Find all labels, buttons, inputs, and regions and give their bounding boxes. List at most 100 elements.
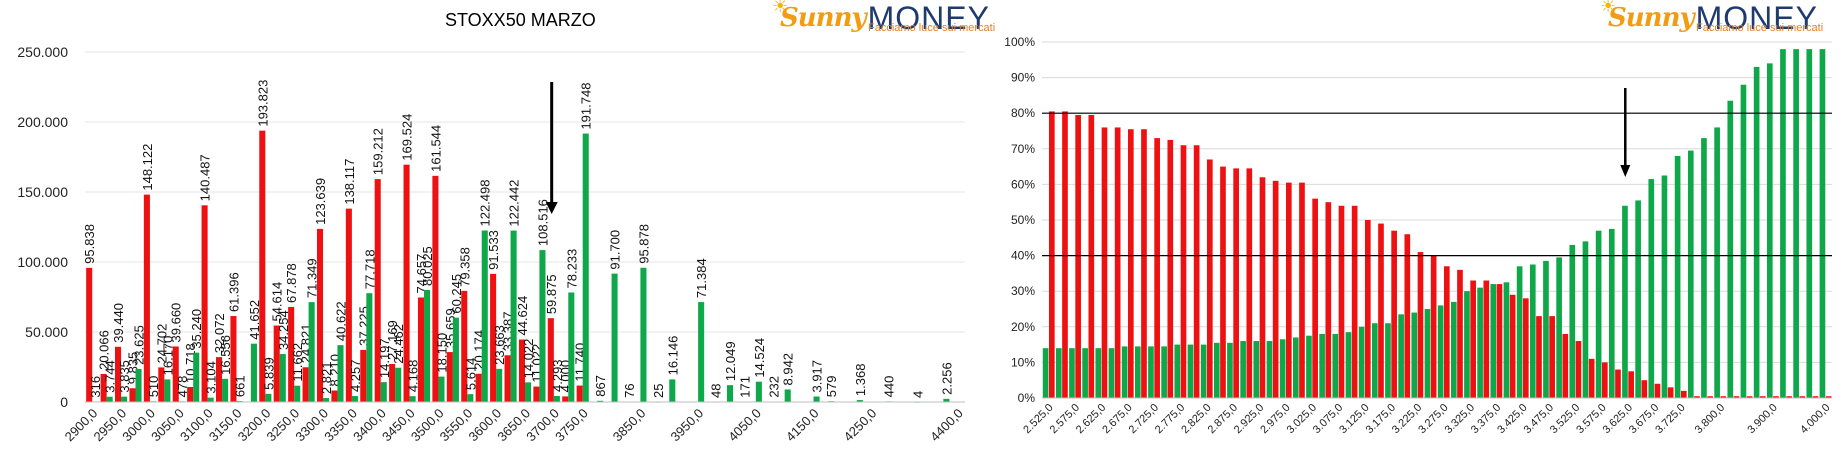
data-label: 123.639	[313, 178, 328, 225]
bar-put-oi	[302, 367, 309, 402]
data-label: 67.878	[284, 263, 299, 303]
bar-put-probability	[1312, 198, 1318, 398]
sun-icon: ☀	[1600, 0, 1617, 16]
bar-call-oi	[222, 378, 229, 402]
bar-call-probability	[1385, 323, 1391, 398]
bar-put-probability	[1509, 294, 1516, 398]
bar-put-oi	[215, 357, 223, 402]
data-label: 122.442	[507, 180, 522, 227]
bar-put-oi	[331, 390, 338, 402]
bar-call-oi	[496, 368, 503, 402]
bar-call-probability	[1134, 346, 1141, 398]
logo-tagline: Facciamo luce sui mercati	[1696, 22, 1824, 34]
bar-put-probability	[1048, 111, 1055, 399]
bar-put-oi	[316, 228, 324, 402]
bar-put-probability	[1351, 205, 1358, 398]
bar-call-probability	[1424, 309, 1431, 398]
bar-put-probability	[1786, 396, 1792, 398]
bar-call-oi	[337, 345, 344, 402]
bar-call-probability	[1635, 200, 1641, 398]
chart-title: STOXX50 MARZO	[445, 10, 596, 30]
bar-put-oi	[288, 306, 295, 402]
bar-call-probability	[1595, 230, 1602, 398]
bar-call-oi	[438, 376, 445, 402]
bar-call-oi	[351, 396, 358, 402]
data-label: 2.821	[319, 362, 334, 395]
bar-call-oi	[424, 289, 431, 402]
bar-call-probability	[1556, 257, 1562, 398]
x-tick-label: 4400,0	[927, 406, 966, 445]
bar-put-probability	[1272, 180, 1279, 398]
data-label: 3.835	[117, 360, 132, 393]
y-tick-label: 40%	[1011, 249, 1035, 263]
logo-word-sunny: Sunny	[1608, 3, 1695, 33]
bar-put-probability	[1233, 168, 1239, 398]
bar-call-probability	[1714, 127, 1720, 398]
data-label: 4.293	[550, 359, 565, 392]
x-tick-label: 3.900,0	[1745, 402, 1779, 436]
data-label: 14.524	[752, 338, 767, 378]
data-label: 18.150	[434, 333, 449, 373]
bar-call-probability	[1582, 241, 1589, 398]
data-label: 16.556	[218, 335, 233, 375]
bar-put-probability	[1496, 284, 1503, 398]
bar-call-probability	[1345, 332, 1352, 398]
data-label: 4	[911, 391, 926, 398]
bar-call-probability	[1266, 341, 1273, 398]
logo-word-sunny: Sunny	[780, 3, 867, 33]
bar-call-probability	[1543, 260, 1549, 398]
bar-put-probability	[1430, 255, 1437, 398]
arrow-head	[545, 202, 558, 214]
bar-call-probability	[1450, 301, 1457, 398]
brand-logo-left: ☀ Sunny MONEY Facciamo luce sui mercati	[772, 0, 1000, 36]
bar-call-oi	[121, 396, 128, 402]
data-label: 61.396	[226, 272, 241, 312]
y-tick-label: 50%	[1011, 213, 1035, 227]
bar-call-probability	[1042, 348, 1049, 398]
bar-call-oi	[467, 394, 474, 402]
bar-call-oi	[510, 230, 517, 402]
bar-call-probability	[1608, 228, 1615, 398]
bar-call-oi	[380, 382, 387, 402]
bar-call-oi	[539, 250, 546, 402]
bar-put-probability	[1325, 202, 1332, 398]
data-label: 140.487	[198, 154, 213, 201]
bar-put-probability	[1615, 369, 1621, 398]
data-label: 91.533	[486, 230, 501, 270]
arrow-head	[1620, 165, 1631, 177]
logo-word-money: MONEY	[1695, 0, 1818, 36]
y-tick-label: 90%	[1011, 71, 1035, 85]
bar-put-oi	[533, 386, 540, 402]
bar-call-probability	[1213, 342, 1220, 398]
data-label: 5.839	[261, 357, 276, 390]
bar-call-oi	[135, 368, 142, 402]
bar-call-oi	[525, 382, 532, 402]
data-label: 24.462	[391, 324, 406, 364]
bar-call-oi	[164, 379, 171, 402]
bar-put-probability	[1522, 298, 1529, 398]
bar-put-oi	[115, 346, 122, 402]
bar-call-probability	[1753, 66, 1760, 399]
data-label: 20.066	[97, 330, 112, 370]
bar-call-probability	[1622, 205, 1628, 398]
bar-call-probability	[1319, 333, 1325, 398]
data-label: 79.358	[457, 247, 472, 287]
data-label: 24.702	[154, 324, 169, 364]
bar-call-probability	[1661, 175, 1668, 398]
bar-put-probability	[1154, 138, 1160, 398]
x-tick-label: 3850,0	[610, 406, 649, 445]
brand-logo-right: ☀ Sunny MONEY Facciamo luce sui mercati	[1600, 0, 1842, 36]
data-label: 159.212	[371, 128, 386, 175]
bar-call-probability	[1306, 335, 1312, 398]
sun-icon: ☀	[772, 0, 789, 16]
data-label: 34.254	[276, 310, 291, 350]
bar-put-probability	[1773, 396, 1779, 398]
bar-put-oi	[446, 352, 453, 402]
bar-call-probability	[1358, 326, 1365, 398]
data-label: 71.349	[305, 258, 320, 298]
data-label: 108.516	[535, 199, 550, 246]
data-label: 12.049	[723, 341, 738, 381]
bar-put-probability	[1417, 252, 1424, 398]
bar-call-oi	[250, 343, 257, 402]
